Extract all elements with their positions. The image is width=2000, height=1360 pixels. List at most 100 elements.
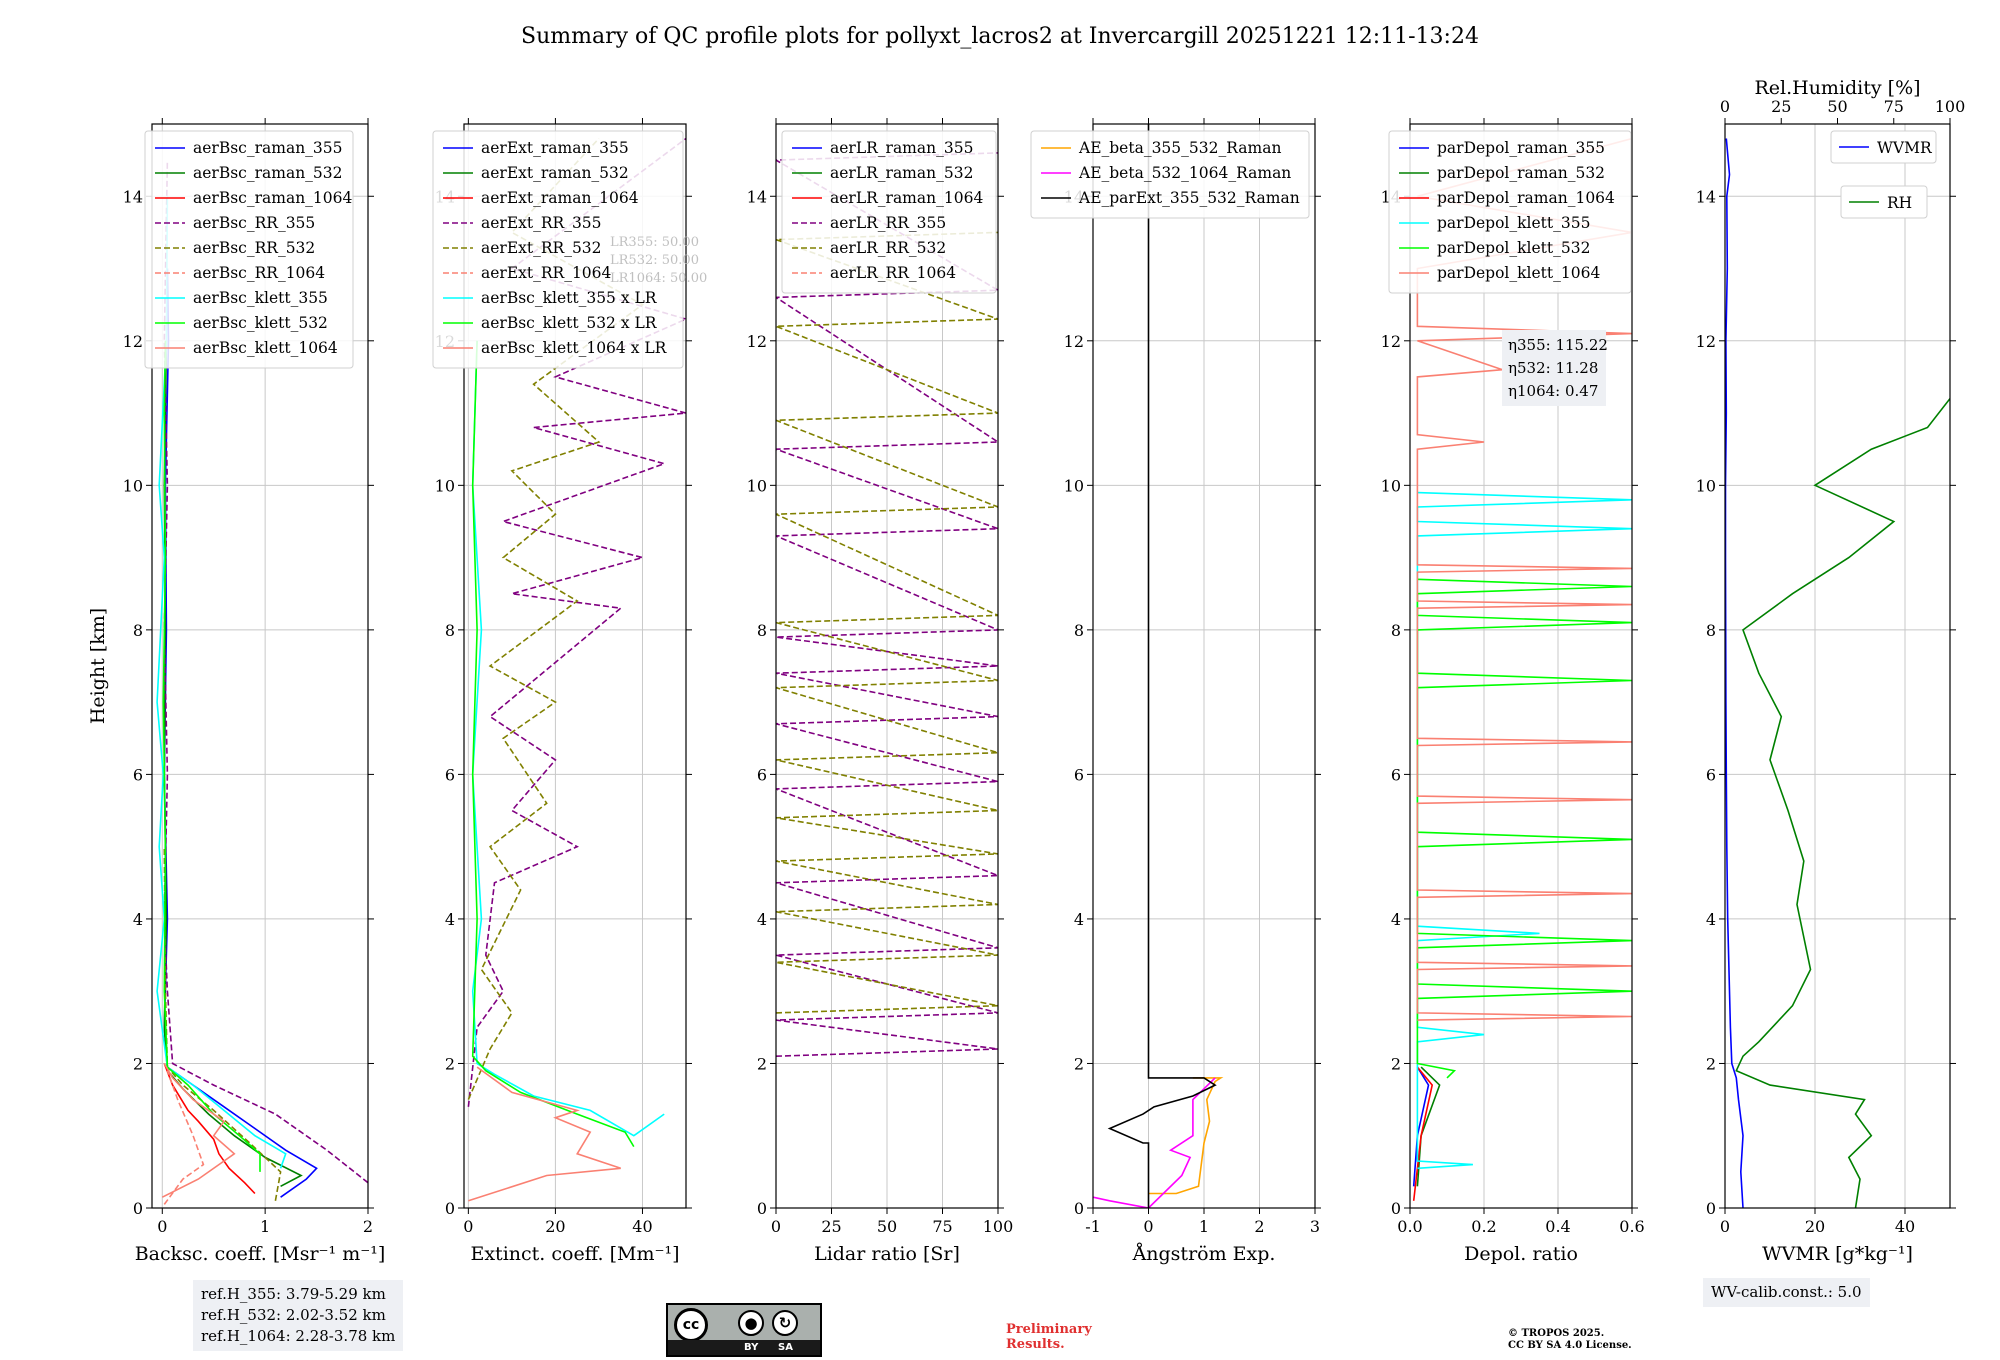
legend: parDepol_raman_355 parDepol_raman_532 parD… (1388, 130, 1632, 294)
x-tick-label: 0 (771, 1217, 781, 1236)
license-line: CC BY SA 4.0 License. (1508, 1340, 1632, 1351)
x-tick-label: 3 (1310, 1217, 1320, 1236)
legend-label: aerBsc_klett_532 (193, 314, 328, 332)
legend-label: aerExt_raman_355 (481, 139, 629, 157)
refh-355: ref.H_355: 3.79-5.29 km (201, 1285, 386, 1303)
y-tick-label: 8 (1074, 621, 1084, 640)
legend-label: aerLR_RR_532 (830, 239, 946, 257)
y-tick-label: 10 (1381, 476, 1401, 495)
series-line-aerBsc_RR_355 (163, 160, 368, 1184)
y-tick-label: 2 (1706, 1054, 1716, 1073)
y-tick-label: 2 (445, 1054, 455, 1073)
series-line-WVMR (1725, 138, 1744, 1208)
axes-frame (1724, 123, 1951, 1209)
y-tick-label: 12 (1064, 332, 1084, 351)
legend-label: aerLR_raman_532 (830, 164, 973, 182)
series-line-aerLR_RR_532 (776, 231, 998, 1014)
x2-tick-label: 75 (1884, 97, 1904, 116)
legend-box (1830, 130, 1937, 164)
x-axis-label: WVMR [g*kg⁻¹] (1762, 1243, 1913, 1265)
legend-label: aerLR_raman_355 (830, 139, 973, 157)
y-tick-label: 4 (1706, 910, 1716, 929)
series-line-RH (1735, 398, 1950, 1208)
x-tick-label: 0 (463, 1217, 473, 1236)
preliminary-line: Preliminary (1006, 1322, 1092, 1337)
legend-box (144, 130, 354, 369)
x2-axis-label: Rel.Humidity [%] (1754, 77, 1920, 99)
series-line-aerBsc_raman_1064 (163, 1063, 256, 1195)
legend-label: aerExt_raman_532 (481, 164, 629, 182)
legend-label: aerBsc_RR_532 (193, 239, 315, 257)
y-tick-label: 6 (445, 765, 455, 784)
y-tick-label: 12 (123, 332, 143, 351)
y-tick-label: 12 (747, 332, 767, 351)
y-tick-label: 6 (133, 765, 143, 784)
legend-box (1388, 130, 1632, 294)
y-tick-label: 10 (747, 476, 767, 495)
y-tick-label: 14 (1696, 187, 1716, 206)
chart-panel-6: 0 2 4 6 8 10 12 14 0 20 40 0 25 50 75 100 Rel.Humidity [… (1696, 77, 1966, 1265)
legend-box (781, 130, 997, 294)
x2-tick-label: 50 (1827, 97, 1847, 116)
x2-tick-label: 25 (1771, 97, 1791, 116)
y-tick-label: 4 (1074, 910, 1084, 929)
cc-by-label: BY (744, 1342, 759, 1353)
series-line-aerExt_RR_355 (467, 137, 686, 1107)
x-tick-label: 0.4 (1545, 1217, 1570, 1236)
legend-label: aerBsc_raman_532 (193, 164, 343, 182)
y-tick-label: 12 (1381, 332, 1401, 351)
legend-label: parDepol_klett_355 (1437, 214, 1590, 232)
legend-label: aerExt_RR_532 (481, 239, 602, 257)
legend-box (1030, 130, 1310, 219)
legend-label: aerBsc_klett_532 x LR (481, 314, 658, 332)
y-tick-label: 8 (757, 621, 767, 640)
wv-calib-text: WV-calib.const.: 5.0 (1711, 1283, 1862, 1301)
legend: AE_beta_355_532_Raman AE_beta_532_1064_Ra… (1030, 130, 1310, 219)
y-tick-label: 0 (445, 1199, 455, 1218)
series-line-parDepol_klett_532 (1416, 578, 1632, 1079)
x-axis-label: Backsc. coeff. [Msr⁻¹ m⁻¹] (135, 1243, 386, 1265)
series-group (1093, 124, 1224, 1208)
x-tick-label: 40 (1895, 1217, 1915, 1236)
legend-label: aerLR_RR_355 (830, 214, 946, 232)
x-axis-label: Depol. ratio (1464, 1243, 1578, 1265)
y-tick-label: 0 (1074, 1199, 1084, 1218)
series-line-aerBsc_klett_355 x LR (471, 340, 665, 1137)
eta-annotation-line: η1064: 0.47 (1508, 382, 1598, 400)
y-tick-label: 6 (757, 765, 767, 784)
legend-label: AE_beta_355_532_Raman (1078, 139, 1281, 157)
legend-label: aerBsc_RR_355 (193, 214, 315, 232)
y-tick-label: 0 (757, 1199, 767, 1218)
eta-annotation-line: η532: 11.28 (1508, 359, 1598, 377)
legend: aerExt_raman_355 aerExt_raman_532 aerExt_r… (432, 130, 684, 369)
x-tick-label: 50 (877, 1217, 897, 1236)
legend: aerLR_raman_355 aerLR_raman_532 aerLR_rama… (781, 130, 997, 294)
copyright-note: © TROPOS 2025. CC BY SA 4.0 License. (1508, 1328, 1632, 1352)
series-line-aerBsc_klett_1064 x LR (468, 1066, 621, 1202)
figure-title: Summary of QC profile plots for pollyxt_… (521, 24, 1479, 49)
y-axis-label: Height [km] (87, 608, 109, 724)
x-tick-label: 20 (1805, 1217, 1825, 1236)
y-tick-label: 14 (747, 187, 767, 206)
legend-label: parDepol_raman_532 (1437, 164, 1605, 182)
legend-label: aerBsc_klett_1064 x LR (481, 339, 668, 357)
series-line-aerBsc_klett_1064 (161, 1063, 236, 1198)
x-tick-label: 0 (1143, 1217, 1153, 1236)
legend-label: aerBsc_raman_1064 (193, 189, 353, 207)
x-tick-label: 1 (1199, 1217, 1209, 1236)
x-tick-label: 20 (545, 1217, 565, 1236)
chart-panel-3: 0 2 4 6 8 10 12 14 0 25 50 75 100 Lidar ratio [Sr] aer… (747, 118, 1013, 1265)
reference-height-box: ref.H_355: 3.79-5.29 km ref.H_532: 2.02-… (193, 1280, 404, 1351)
lr-overlay-line: LR1064: 50.00 (610, 271, 707, 286)
x-tick-label: 75 (932, 1217, 952, 1236)
y-tick-label: 4 (133, 910, 143, 929)
preliminary-results-note: Preliminary Results. (1006, 1322, 1092, 1352)
person-icon: ● (738, 1310, 764, 1336)
eta-annotation-box (1502, 330, 1606, 406)
x-axis-label: Extinct. coeff. [Mm⁻¹] (470, 1243, 679, 1265)
x-axis-label: Ångström Exp. (1132, 1243, 1276, 1265)
legend-label: aerBsc_klett_355 x LR (481, 289, 658, 307)
legend-label: aerBsc_klett_1064 (193, 339, 338, 357)
